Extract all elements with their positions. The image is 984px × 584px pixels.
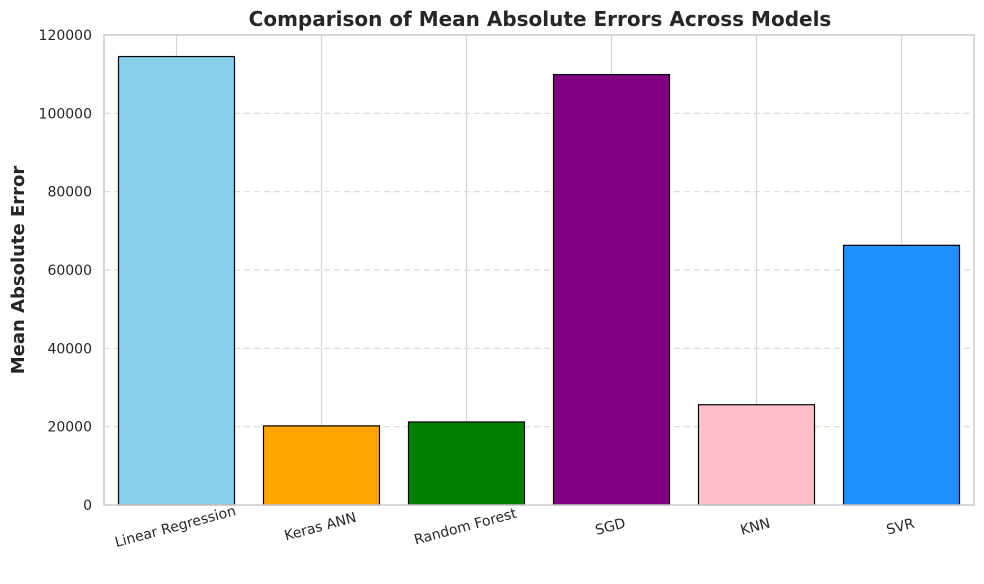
bar-keras-ann: [262, 425, 381, 506]
y-tick-label: 120000: [39, 28, 92, 44]
x-tick-label: Linear Regression: [113, 503, 237, 551]
x-tick-label: KNN: [739, 516, 772, 539]
y-tick-label: 60000: [47, 263, 92, 279]
x-tick-label: Random Forest: [412, 506, 518, 549]
bar-linear-regression: [117, 55, 236, 506]
bars: [117, 55, 961, 506]
x-tick-label: Keras ANN: [283, 510, 358, 545]
y-tick-label: 0: [83, 498, 92, 514]
chart-title: Comparison of Mean Absolute Errors Acros…: [249, 7, 832, 31]
y-tick-label: 80000: [47, 185, 92, 201]
y-tick-label: 100000: [39, 106, 92, 122]
y-axis-ticks: 0 20000 40000 60000 80000 100000 120000: [39, 28, 92, 514]
x-tick-label: SGD: [594, 515, 628, 538]
x-tick-label: SVR: [885, 516, 917, 539]
bar-sgd: [552, 73, 671, 506]
plot-frame: [103, 34, 975, 506]
y-tick-label: 20000: [47, 420, 92, 436]
bar-svr: [842, 244, 961, 506]
y-axis-label: Mean Absolute Error: [8, 166, 29, 375]
y-tick-label: 40000: [47, 341, 92, 357]
bar-random-forest: [407, 421, 526, 506]
x-axis-ticks: Linear Regression Keras ANN Random Forest S…: [113, 503, 916, 551]
bar-knn: [697, 404, 816, 506]
